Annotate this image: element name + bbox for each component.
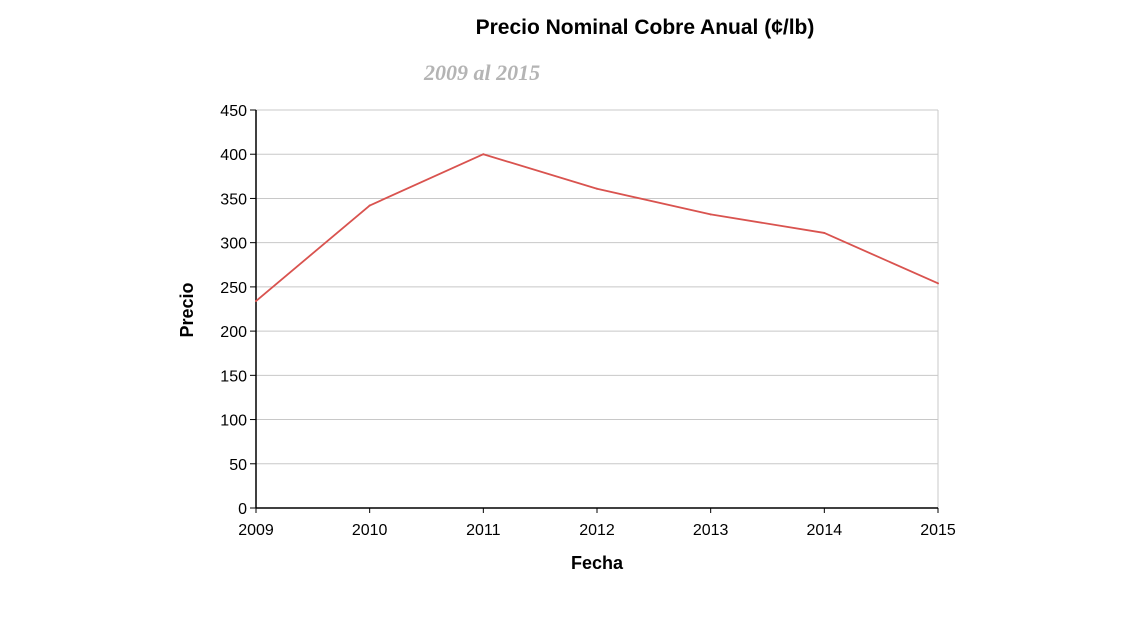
y-tick-label: 300 <box>220 236 247 253</box>
y-tick-label: 0 <box>238 501 247 518</box>
data-point-2014 <box>823 231 826 234</box>
y-axis-title: Precio <box>177 282 197 337</box>
y-tick-label: 450 <box>220 103 247 120</box>
y-tick-label: 100 <box>220 413 247 430</box>
x-tick-labels: 2009 2010 2011 2012 2013 2014 2015 <box>238 522 956 539</box>
x-tick-label: 2009 <box>238 522 274 539</box>
data-point-2011 <box>482 153 485 156</box>
y-tick-labels: 0 50 100 150 200 250 300 350 400 450 <box>220 103 247 518</box>
x-tick-label: 2013 <box>693 522 729 539</box>
x-tick-label: 2015 <box>920 522 956 539</box>
y-tick-label: 200 <box>220 324 247 341</box>
y-tick-label: 50 <box>229 457 247 474</box>
x-tick-label: 2011 <box>466 522 501 539</box>
series-line <box>255 153 939 302</box>
axes <box>250 109 939 513</box>
y-tick-label: 150 <box>220 368 247 385</box>
data-point-2012 <box>596 187 598 190</box>
data-point-2010 <box>368 204 371 207</box>
y-tick-label: 350 <box>220 191 247 208</box>
grid-lines <box>256 109 939 508</box>
series-layer <box>255 153 939 303</box>
x-tick-label: 2012 <box>579 522 615 539</box>
x-tick-label: 2014 <box>807 522 843 539</box>
data-point-2015 <box>937 282 939 285</box>
data-point-2013 <box>709 213 712 216</box>
chart-title: Precio Nominal Cobre Anual (¢/lb) <box>475 16 815 39</box>
x-tick-label: 2010 <box>352 522 388 539</box>
x-axis-title: Fecha <box>571 553 624 573</box>
data-point-2009 <box>255 300 257 303</box>
chart-subtitle: 2009 al 2015 <box>424 60 541 85</box>
y-tick-label: 250 <box>220 280 247 297</box>
y-tick-label: 400 <box>220 147 247 164</box>
